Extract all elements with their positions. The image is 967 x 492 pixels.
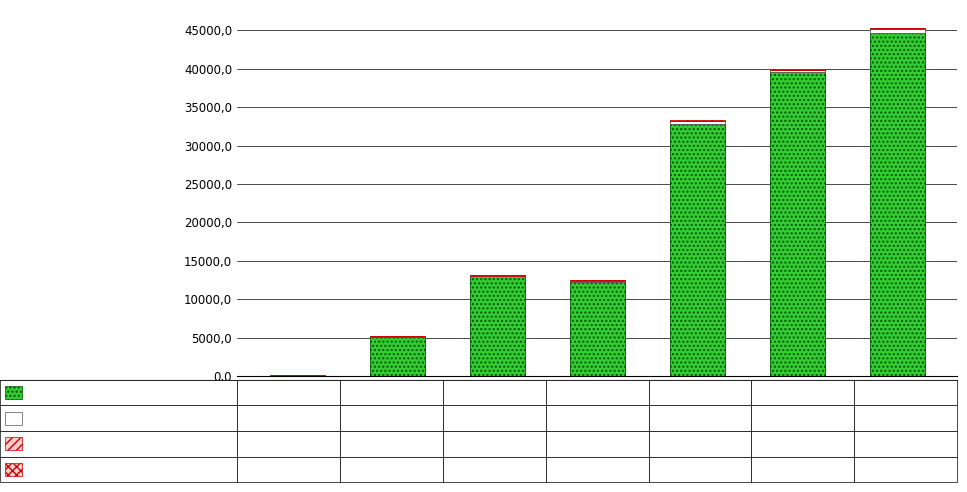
Text: 127,1: 127,1	[580, 412, 614, 425]
Text: Livsmedelsproducerande djur - recept: Livsmedelsproducerande djur - recept	[26, 464, 234, 474]
Text: 4,2: 4,2	[484, 463, 504, 476]
Bar	[369, 337, 425, 376]
Bar	[669, 122, 724, 124]
Text: Sällskapsdjur och övriga djur - recept: Sällskapsdjur och övriga djur - recept	[26, 413, 230, 423]
Text: 93,5: 93,5	[687, 437, 713, 450]
Bar	[770, 72, 825, 376]
Text: 56,4: 56,4	[378, 412, 404, 425]
Bar	[470, 276, 525, 277]
Text: 95,8: 95,8	[893, 437, 919, 450]
Bar	[570, 282, 625, 376]
Text: 70,6: 70,6	[482, 412, 508, 425]
Text: 357,4: 357,4	[684, 412, 717, 425]
Bar	[369, 336, 425, 337]
Text: 14,2: 14,2	[893, 463, 919, 476]
Text: 39513: 39513	[784, 386, 822, 399]
Bar	[270, 375, 325, 376]
Text: 0,8: 0,8	[279, 412, 298, 425]
Text: 32797: 32797	[682, 386, 718, 399]
Text: 11,9: 11,9	[687, 463, 714, 476]
Text: 0: 0	[284, 386, 292, 399]
Text: 109,8: 109,8	[478, 437, 511, 450]
Bar	[770, 70, 825, 72]
Text: 2,7: 2,7	[794, 463, 812, 476]
Text: 44650: 44650	[888, 386, 924, 399]
Text: 12276: 12276	[578, 386, 616, 399]
Text: 87,2: 87,2	[790, 437, 816, 450]
Bar	[470, 275, 525, 276]
Bar	[869, 33, 924, 376]
Bar	[570, 280, 625, 281]
Text: 102,1: 102,1	[374, 437, 408, 450]
Text: 4,8: 4,8	[279, 463, 298, 476]
Text: 116,1: 116,1	[580, 437, 614, 450]
Text: 4,6: 4,6	[588, 463, 606, 476]
Bar	[669, 124, 724, 376]
Text: 114,4: 114,4	[272, 437, 306, 450]
Bar	[669, 121, 724, 122]
Bar	[869, 29, 924, 33]
Bar	[570, 281, 625, 282]
Text: 522,1: 522,1	[889, 412, 923, 425]
Text: Livsmedelsproducerande djur - rekvisition: Livsmedelsproducerande djur - rekvisitio…	[26, 439, 255, 449]
Text: 12990: 12990	[476, 386, 513, 399]
Text: 5104: 5104	[376, 386, 406, 399]
Bar	[470, 277, 525, 376]
Text: 5,9: 5,9	[382, 463, 400, 476]
Bar	[869, 28, 924, 29]
Text: 268,1: 268,1	[786, 412, 820, 425]
Text: Sällskapsdjur och övriga djur - rekvisition: Sällskapsdjur och övriga djur - rekvisit…	[26, 388, 251, 398]
